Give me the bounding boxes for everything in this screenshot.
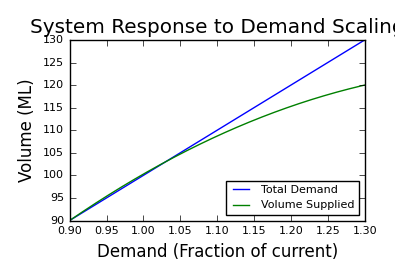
Total Demand <box>362 38 367 42</box>
Total Demand <box>309 71 314 74</box>
Total Demand <box>243 111 248 115</box>
Total Demand <box>67 219 72 222</box>
Volume Supplied <box>309 98 314 101</box>
Total Demand <box>355 43 360 46</box>
Volume Supplied <box>209 137 214 140</box>
Volume Supplied <box>243 122 248 126</box>
Volume Supplied <box>227 129 231 132</box>
Y-axis label: Volume (ML): Volume (ML) <box>18 78 36 182</box>
Legend: Total Demand, Volume Supplied: Total Demand, Volume Supplied <box>226 181 359 215</box>
Total Demand <box>227 121 231 124</box>
Line: Volume Supplied: Volume Supplied <box>70 85 365 220</box>
Total Demand <box>207 133 212 136</box>
X-axis label: Demand (Fraction of current): Demand (Fraction of current) <box>96 243 338 261</box>
Volume Supplied <box>67 219 72 222</box>
Volume Supplied <box>362 83 367 87</box>
Line: Total Demand: Total Demand <box>70 40 365 220</box>
Title: System Response to Demand Scaling: System Response to Demand Scaling <box>30 18 395 37</box>
Total Demand <box>209 132 214 135</box>
Volume Supplied <box>355 85 360 88</box>
Volume Supplied <box>207 138 212 141</box>
